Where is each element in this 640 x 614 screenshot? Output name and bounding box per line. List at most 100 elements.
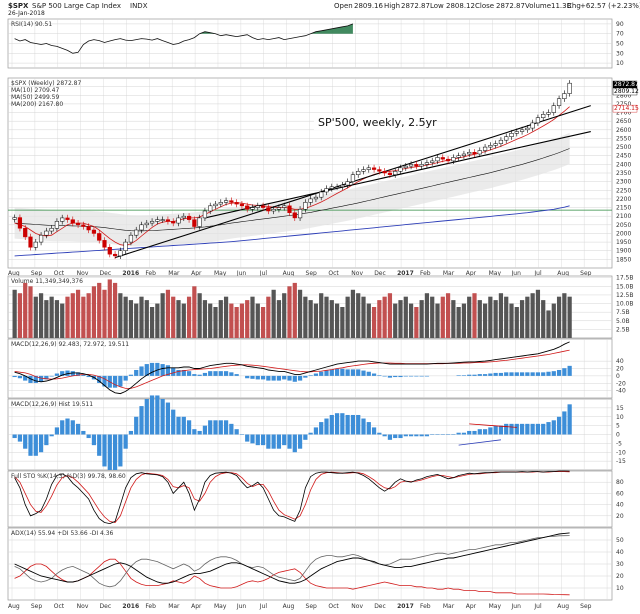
macd-hist-panel-bar-31: [176, 416, 181, 435]
macd-hist-bar-39: [218, 371, 223, 376]
volume-bar-4: [33, 296, 38, 338]
macd-hist-panel-bar-0: [12, 434, 17, 439]
macd-hist-bar-94: [509, 372, 514, 376]
stoch-panel-frame: [7, 470, 613, 528]
macd-hist-bar-45: [250, 375, 255, 379]
price-candle-body-84: [456, 155, 461, 158]
volume-bar-96: [519, 300, 525, 338]
macd-hist-panel-bar-9: [60, 420, 65, 435]
price-candle-body-0: [12, 217, 17, 220]
macd-hist-panel-bar-58: [319, 422, 324, 435]
macd-hist-bar-92: [498, 372, 504, 376]
price-candle-body-46: [255, 205, 260, 208]
macd-hist-bar-5: [38, 375, 44, 382]
macd-hist-panel-bar-101: [546, 422, 551, 435]
price-candle-body-49: [271, 209, 276, 212]
volume-bar-94: [509, 303, 514, 338]
macd-hist-bar-63: [345, 369, 350, 376]
volume-bar-24: [139, 296, 144, 338]
macd-hist-panel-bar-59: [324, 418, 329, 435]
macd-hist-panel-bar-27: [155, 395, 160, 435]
adx-tick-label-1: 20: [616, 573, 624, 580]
price-candle-body-8: [54, 221, 60, 229]
macd-hist-panel-bar-42: [234, 429, 239, 435]
volume-bar-23: [134, 303, 139, 338]
price-tag-0: 2872.87: [614, 81, 639, 88]
header-close-label: Close: [475, 2, 494, 10]
macd-hist-bar-2: [23, 375, 28, 381]
price-candle-body-36: [202, 210, 208, 219]
price-candle-body-23: [134, 229, 139, 236]
volume-bar-19: [112, 282, 118, 338]
x-label-bottom-21: May: [489, 603, 502, 610]
macd-hist-bar-75: [408, 375, 414, 377]
macd-hist-panel-bar-91: [493, 425, 498, 435]
volume-bar-102: [551, 303, 556, 338]
macd-hist-panel-bar-6: [44, 434, 49, 446]
volume-bar-86: [467, 296, 472, 338]
volume-bar-7: [49, 296, 54, 338]
macd-hist-panel-bar-95: [514, 423, 519, 435]
price-ma50-line: [14, 148, 570, 232]
macd-hist-panel-bar-50: [276, 434, 282, 449]
macd-hist-panel-bar-25: [144, 399, 149, 435]
price-candle-body-60: [329, 186, 334, 189]
macd-hist-panel-bar-67: [366, 422, 371, 435]
macd-hist-bar-8: [54, 373, 60, 376]
price-candle-body-40: [223, 200, 229, 203]
price-annotation: SP'500, weekly, 2.5yr: [318, 116, 437, 129]
volume-bar-95: [514, 307, 519, 338]
price-trendline-upper: [204, 131, 591, 219]
price-candle-body-10: [65, 217, 70, 220]
volume-bar-87: [472, 293, 477, 338]
price-tick-label-15: 2600: [616, 127, 631, 134]
price-candle-body-34: [192, 219, 197, 227]
annotation-background: [314, 114, 418, 130]
price-candle-body-62: [340, 184, 345, 188]
volume-tick-label-5: 15.0B: [616, 283, 633, 290]
volume-bar-103: [556, 296, 562, 338]
price-candle-body-41: [229, 200, 234, 203]
price-candle-body-63: [345, 181, 350, 186]
price-candle-body-101: [546, 112, 551, 115]
stoch-k-line: [14, 470, 570, 525]
price-candle-body-9: [60, 217, 65, 222]
price-tick-label-9: 2300: [616, 179, 631, 186]
macd-hist-bar-33: [186, 371, 192, 376]
price-candle-body-99: [535, 117, 541, 124]
volume-bar-6: [44, 300, 49, 338]
macd-hist-panel-bar-52: [287, 434, 292, 449]
macd-hist-panel-bar-69: [377, 432, 382, 435]
macd-hist-panel-bar-97: [525, 423, 530, 435]
macd-hist-panel-bar-41: [229, 423, 234, 435]
price-legend-2: MA(50) 2499.59: [11, 94, 59, 101]
volume-bar-44: [245, 300, 250, 338]
macd-hist-panel-bar-15: [91, 434, 97, 446]
volume-bar-29: [165, 289, 171, 338]
macd-hist-bar-17: [102, 375, 107, 387]
volume-bar-76: [414, 307, 419, 338]
macd-hist-bar-62: [340, 368, 345, 376]
macd-hist-bar-59: [324, 370, 329, 376]
rsi-tick-label-4: 90: [616, 21, 624, 28]
header-date: 26-Jan-2018: [8, 10, 45, 17]
macd-hist-bar-98: [530, 372, 535, 376]
macd-hist-panel-bar-103: [556, 416, 562, 435]
x-label-bottom-16: Dec: [374, 603, 386, 610]
volume-bar-84: [456, 307, 461, 338]
volume-bar-92: [498, 293, 504, 338]
macd-hist-panel-bar-17: [102, 434, 107, 467]
macd-hist-panel-bar-86: [467, 430, 472, 435]
x-label-bottom-18: Feb: [420, 603, 431, 610]
stoch-legend: Full STO %K(14,3) %D(3) 99.78, 98.60: [11, 473, 126, 480]
price-candle-body-1: [17, 217, 23, 229]
adx-legend: ADX(14) 55.94 +DI 53.66 -DI 4.36: [11, 530, 114, 537]
price-candle-body-86: [467, 152, 472, 155]
x-label-top-2: Oct: [54, 270, 65, 277]
x-label-bottom-2: Oct: [54, 603, 65, 610]
volume-bar-54: [297, 289, 303, 338]
macd-hist-panel-bar-65: [356, 414, 361, 435]
macd-hist-bar-34: [192, 374, 197, 376]
macd-hist-tick-label-0: -15: [616, 458, 626, 465]
volume-bar-65: [356, 293, 361, 338]
